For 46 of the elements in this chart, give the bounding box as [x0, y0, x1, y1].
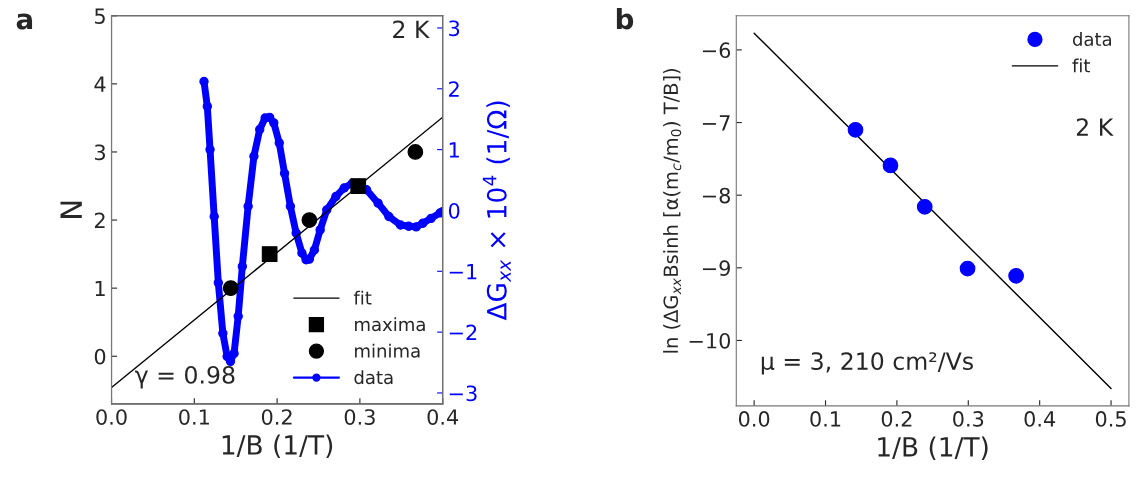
y-tick-label: 1: [95, 280, 105, 297]
annotation: γ = 0.98: [135, 365, 235, 389]
chart-title: a: [16, 13, 33, 30]
x-tick-label: 0.2: [881, 411, 912, 427]
y-tick-label: 0: [94, 348, 106, 365]
x-tick-label: 0.0: [96, 409, 127, 425]
x-tick-label: 0.5: [1095, 411, 1126, 427]
y-tick-label: −6: [702, 42, 731, 59]
y2-tick-label: 0: [448, 202, 460, 219]
x-tick-label: 0.2: [261, 409, 292, 425]
y-tick-label: 3: [95, 144, 105, 161]
y-tick-label: −7: [702, 115, 730, 131]
y2-tick-label: 2: [449, 81, 459, 97]
y2-axis-title: ΔG$_{xx}$ × 10$^{4}$ (1/Ω): [482, 101, 511, 321]
y-axis-title: N: [60, 201, 82, 218]
legend-label: maxima: [355, 317, 425, 332]
y2-tick-label: 3: [449, 20, 460, 37]
x-tick-label: 0.0: [738, 411, 770, 427]
y-tick-label: −9: [702, 260, 730, 277]
annotation: 2 K: [1076, 118, 1114, 136]
y2-tick-label: −2: [449, 324, 477, 341]
y2-tick-label: −3: [449, 385, 477, 402]
y-tick-label: −10: [689, 332, 731, 349]
y-axis-title: ln (ΔG$_{xx}$Bsinh [α(m$_{c}$/m$_{0}$) T/B]): [663, 68, 682, 353]
x-tick-label: 0.4: [427, 409, 459, 425]
x-tick-label: 0.1: [179, 409, 209, 425]
x-tick-label: 0.1: [810, 411, 841, 427]
x-tick-label: 0.3: [344, 409, 375, 425]
x-tick-label: 0.3: [953, 411, 984, 427]
chart-title: b: [616, 7, 634, 30]
y-tick-label: 2: [94, 212, 105, 228]
x-axis-title: 1/B (1/T): [222, 434, 333, 459]
y-tick-label: 5: [95, 8, 105, 24]
legend-label: fit: [353, 290, 372, 305]
annotation: 2 K: [393, 20, 430, 39]
y2-tick-label: 1: [449, 142, 459, 158]
legend-label: minima: [355, 343, 420, 358]
y-tick-label: 4: [94, 76, 106, 92]
x-axis-title: 1/B (1/T): [878, 436, 988, 460]
legend-label: data: [354, 370, 393, 385]
x-tick-label: 0.4: [1024, 411, 1056, 427]
annotation: μ = 3, 210 cm²/Vs: [761, 352, 973, 375]
legend-label: data: [1072, 32, 1112, 46]
y2-tick-label: −1: [449, 264, 477, 280]
legend-label: fit: [1072, 58, 1090, 73]
y-tick-label: −8: [702, 187, 730, 204]
